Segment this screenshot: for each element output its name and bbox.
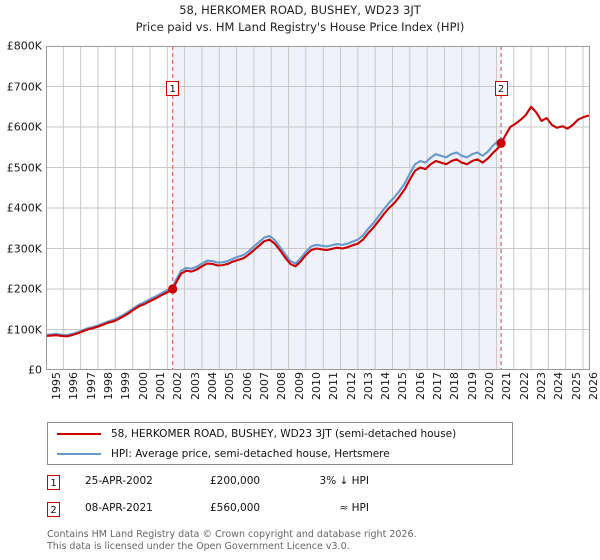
x-tick-label: 1999 [119, 372, 133, 400]
transaction-date: 25-APR-2002 [85, 475, 153, 487]
x-tick-label: 2004 [205, 372, 219, 400]
legend-label: 58, HERKOMER ROAD, BUSHEY, WD23 3JT (sem… [111, 428, 457, 440]
x-tick-label: 2017 [431, 372, 445, 400]
y-tick-label: £500K [6, 161, 42, 174]
sale-point-2[interactable] [496, 138, 506, 148]
y-tick-label: £0 [28, 363, 42, 377]
footer-line-2: This data is licensed under the Open Gov… [47, 540, 350, 552]
x-tick-label: 2019 [465, 372, 479, 400]
legend-color-swatch [57, 433, 101, 435]
table-row[interactable]: 2 08-APR-2021 £560,000 ≈ HPI [47, 499, 447, 526]
x-tick-label: 1996 [67, 372, 81, 400]
y-tick-label: £700K [6, 80, 42, 93]
legend-color-swatch [57, 453, 101, 455]
x-tick-label: 2009 [292, 372, 306, 400]
x-tick-label: 2001 [153, 372, 167, 400]
x-axis-labels: 1995 1996 1997 1998 1999 2000 2001 2002 2003 2004… [46, 372, 600, 418]
legend-label: HPI: Average price, semi-detached house,… [111, 448, 390, 460]
x-tick-label: 2003 [188, 372, 202, 400]
x-tick-label: 2002 [171, 372, 185, 400]
x-tick-label: 2011 [327, 372, 341, 400]
footer-line-1: Contains HM Land Registry data © Crown c… [47, 529, 417, 540]
x-tick-label: 2020 [483, 372, 497, 400]
plot-marker-1[interactable]: 1 [166, 81, 180, 96]
chart-legend: 58, HERKOMER ROAD, BUSHEY, WD23 3JT (sem… [47, 422, 513, 465]
y-tick-label: £800K [6, 39, 42, 53]
transaction-date: 08-APR-2021 [85, 502, 153, 514]
x-tick-label: 2006 [240, 372, 254, 400]
plot-border [46, 46, 590, 370]
y-tick-label: £300K [6, 242, 42, 255]
transaction-hpi-delta: ≈ HPI [339, 502, 369, 514]
transaction-index-badge: 1 [47, 475, 60, 490]
y-tick-label: £200K [6, 282, 42, 296]
legend-item: HPI: Average price, semi-detached house,… [48, 444, 512, 464]
transactions-table: 1 25-APR-2002 £200,000 3% ↓ HPI 2 08-APR-2021… [47, 472, 447, 526]
x-tick-label: 2012 [344, 372, 358, 400]
page-subtitle: Price paid vs. HM Land Registry's House … [135, 20, 465, 34]
page-title: 58, HERKOMER ROAD, BUSHEY, WD23 3JT [179, 3, 421, 17]
legend-item: 58, HERKOMER ROAD, BUSHEY, WD23 3JT (sem… [48, 424, 512, 444]
x-tick-label: 2026 [587, 372, 600, 400]
x-tick-label: 2018 [448, 372, 462, 400]
x-tick-label: 2025 [569, 372, 583, 400]
x-tick-label: 2021 [500, 372, 514, 400]
x-tick-label: 2013 [361, 372, 375, 400]
x-tick-label: 2015 [396, 372, 410, 400]
x-tick-label: 2014 [379, 372, 393, 400]
y-tick-label: £100K [6, 323, 42, 336]
x-tick-label: 2007 [257, 372, 271, 400]
x-tick-label: 1998 [101, 372, 115, 400]
transaction-hpi-delta: 3% ↓ HPI [319, 475, 369, 487]
x-tick-label: 2000 [136, 372, 150, 400]
transaction-price: £560,000 [210, 502, 261, 514]
y-tick-label: £600K [6, 120, 42, 134]
x-tick-label: 2008 [275, 372, 289, 400]
x-tick-label: 2016 [413, 372, 427, 400]
title-block: 58, HERKOMER ROAD, BUSHEY, WD23 3JT Pric… [0, 2, 600, 36]
y-tick-label: £400K [6, 201, 42, 215]
x-tick-label: 2005 [223, 372, 237, 400]
x-tick-label: 2022 [517, 372, 531, 400]
plot-marker-2[interactable]: 2 [494, 81, 508, 96]
footer-attribution: Contains HM Land Registry data © Crown c… [47, 529, 567, 552]
x-tick-label: 2023 [535, 372, 549, 400]
table-row[interactable]: 1 25-APR-2002 £200,000 3% ↓ HPI [47, 472, 447, 499]
sale-point-1[interactable] [168, 284, 178, 294]
price-history-chart [46, 46, 590, 370]
series-line [46, 137, 503, 337]
x-tick-label: 2010 [309, 372, 323, 400]
transaction-price: £200,000 [210, 475, 261, 487]
transaction-index-badge: 2 [47, 502, 60, 517]
x-tick-label: 1997 [84, 372, 98, 400]
x-tick-label: 2024 [552, 372, 566, 400]
x-tick-label: 1995 [50, 372, 63, 400]
